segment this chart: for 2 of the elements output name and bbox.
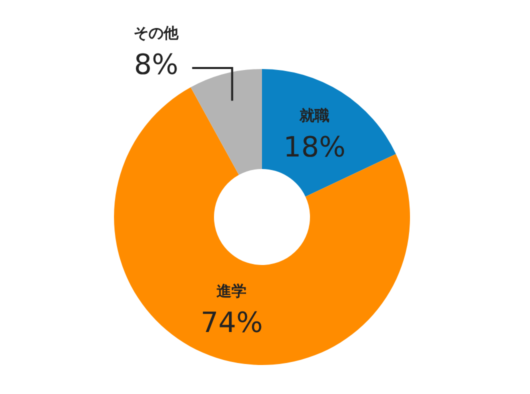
slice-label: その他: [134, 24, 180, 42]
data-label: 8%: [134, 48, 178, 81]
